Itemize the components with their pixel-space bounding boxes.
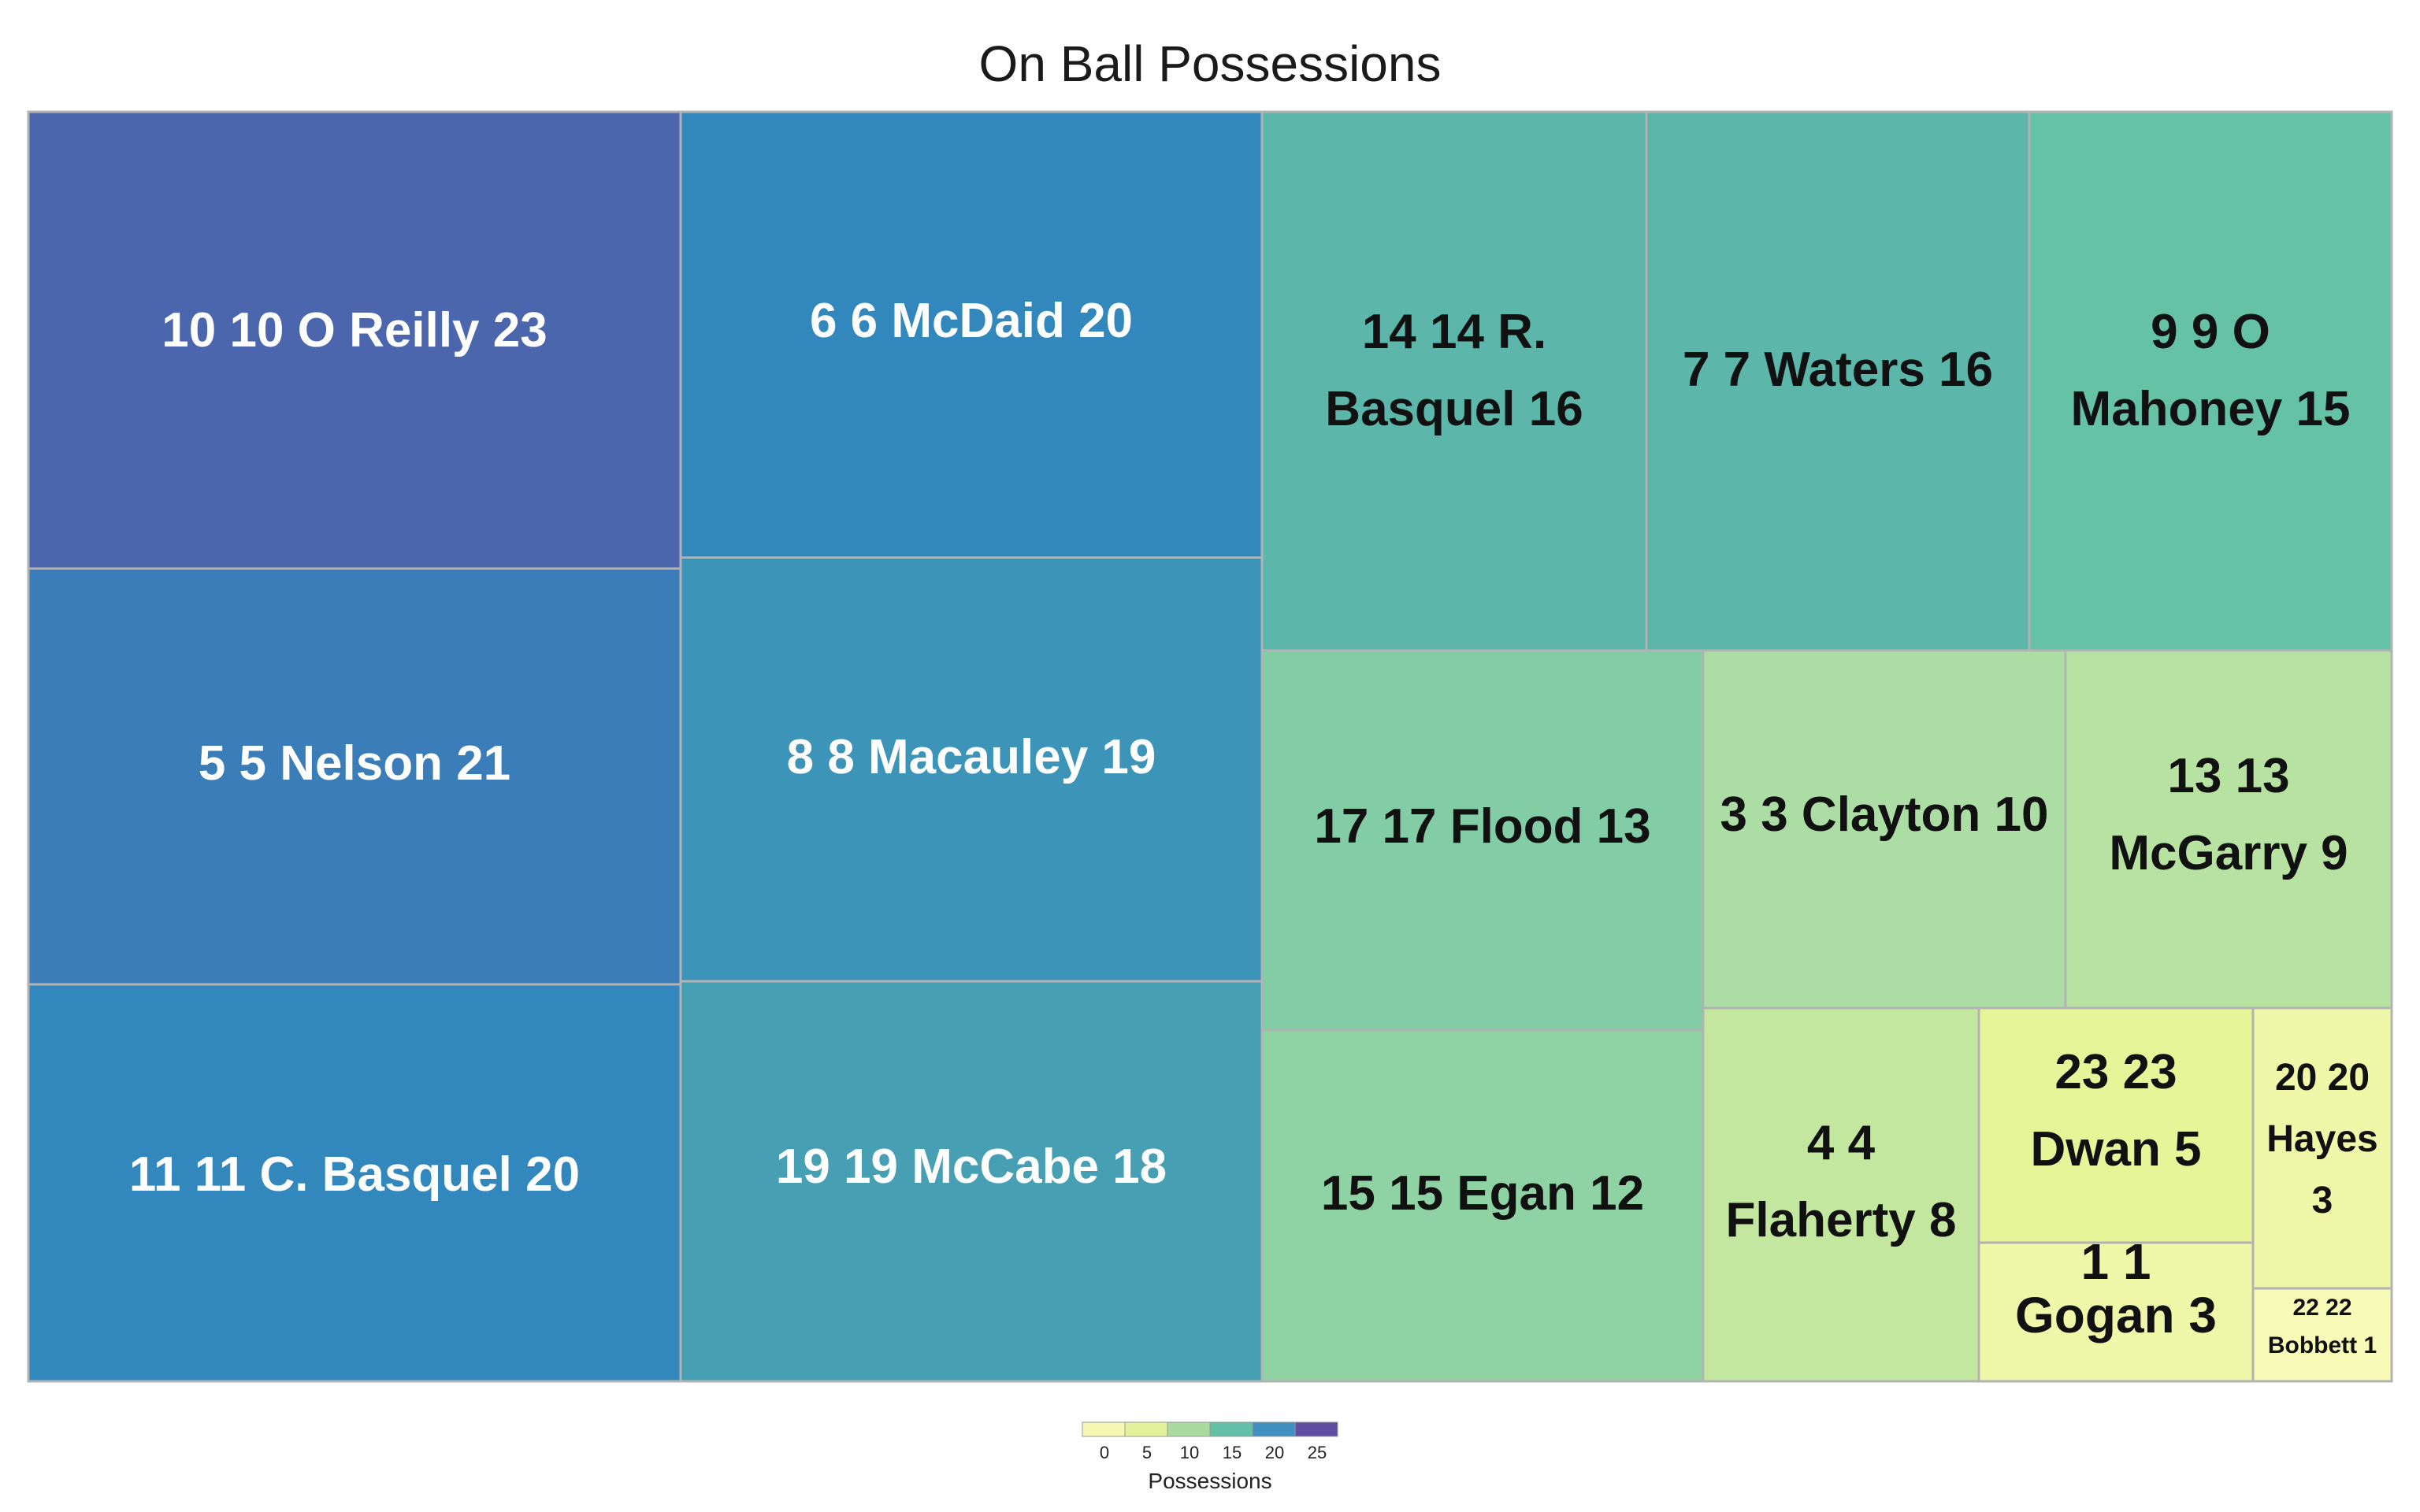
- legend-tick-label: 10: [1180, 1443, 1199, 1462]
- cell-label: 23 23 Dwan 5: [2030, 1045, 2201, 1177]
- treemap-cell: [2251, 1287, 2393, 1383]
- treemap-cell: [1260, 649, 1705, 1032]
- legend-swatch: [1209, 1421, 1253, 1437]
- legend-swatch: [1167, 1421, 1211, 1437]
- cell-label: 14 14 R. Basquel 16: [1325, 305, 1583, 436]
- legend-tick-label: 15: [1223, 1443, 1242, 1462]
- treemap-cell: [1260, 110, 1648, 652]
- treemap-cell: [2028, 110, 2393, 652]
- treemap-cell: [679, 556, 1264, 983]
- treemap-cell: [1702, 649, 2067, 1010]
- cell-label: 20 20 Hayes 3: [2266, 1057, 2377, 1221]
- cell-label: 8 8 Macauley 19: [787, 730, 1156, 784]
- treemap-cell: [1977, 1006, 2255, 1244]
- cell-label: 5 5 Nelson 21: [199, 736, 510, 791]
- color-legend: Possessions 0 5 10 15 20 25: [1082, 1421, 1338, 1493]
- cell-label: 7 7 Waters 16: [1683, 343, 1993, 397]
- cell-label: 17 17 Flood 13: [1314, 799, 1650, 854]
- treemap-cell: [1702, 1006, 1980, 1383]
- legend-tick-label: 0: [1100, 1443, 1109, 1462]
- legend-swatch: [1252, 1421, 1296, 1437]
- treemap-cell: [1977, 1241, 2255, 1383]
- treemap-cell: [27, 110, 682, 570]
- legend-swatch: [1294, 1421, 1338, 1437]
- cell-label: 22 22 Bobbett 1: [2268, 1295, 2377, 1358]
- treemap-cell: [1260, 1028, 1705, 1383]
- cell-label: 9 9 O Mahoney 15: [2071, 305, 2351, 436]
- cell-label: 19 19 McCabe 18: [776, 1140, 1167, 1194]
- cell-label: 6 6 McDaid 20: [810, 294, 1133, 348]
- legend-swatch: [1082, 1421, 1126, 1437]
- cell-label: 4 4 Flaherty 8: [1726, 1116, 1957, 1247]
- cell-label: 13 13 McGarry 9: [2109, 749, 2348, 880]
- treemap-cell: [679, 110, 1264, 559]
- legend-title: Possessions: [1148, 1469, 1271, 1493]
- legend-tick-label: 20: [1265, 1443, 1284, 1462]
- cell-label: 3 3 Clayton 10: [1720, 788, 2049, 842]
- treemap-cells: 10 10 O Reilly 23 5 5 Nelson 21 11 11 C. B…: [27, 110, 2393, 1383]
- cell-label: 10 10 O Reilly 23: [161, 303, 547, 358]
- legend-swatch: [1124, 1421, 1168, 1437]
- treemap-cell: [1645, 110, 2031, 652]
- cell-label: 1 1 Gogan 3: [2015, 1233, 2217, 1343]
- treemap-cell: [2064, 649, 2393, 1010]
- cell-label: 11 11 C. Basquel 20: [129, 1147, 580, 1202]
- cell-label: 15 15 Egan 12: [1321, 1166, 1644, 1221]
- legend-tick-label: 5: [1142, 1443, 1152, 1462]
- treemap-cell: [2251, 1006, 2393, 1290]
- treemap-cell: [27, 983, 682, 1383]
- treemap-cell: [679, 980, 1264, 1383]
- treemap-cell: [27, 567, 682, 986]
- chart-title: On Ball Possessions: [979, 35, 1442, 92]
- legend-tick-label: 25: [1308, 1443, 1327, 1462]
